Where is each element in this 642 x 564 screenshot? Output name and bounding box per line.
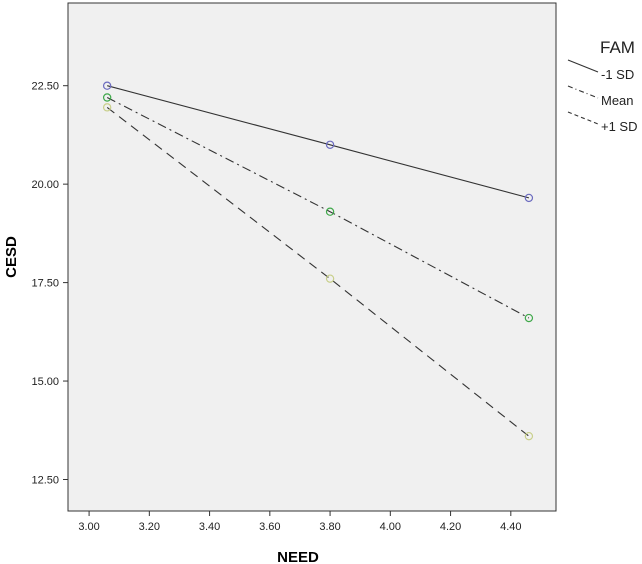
legend-swatch xyxy=(567,59,599,73)
data-point xyxy=(325,140,335,149)
series-markers xyxy=(102,81,534,441)
x-tick-label: 3.80 xyxy=(319,521,340,533)
legend-title: FAM xyxy=(600,38,635,57)
x-tick-label: 3.20 xyxy=(139,521,160,533)
series-line xyxy=(106,97,530,319)
data-point xyxy=(524,431,534,441)
x-tick-label: 4.00 xyxy=(380,521,401,533)
data-point xyxy=(102,93,112,102)
y-tick-label: 12.50 xyxy=(31,474,59,486)
legend-items: -1 SD Mean +1 SD xyxy=(567,59,638,134)
x-tick-label: 3.60 xyxy=(259,521,280,533)
legend: FAM -1 SD Mean +1 SD xyxy=(567,38,638,134)
series-line xyxy=(106,106,530,437)
data-point xyxy=(325,274,335,283)
x-tick-label: 3.40 xyxy=(199,521,220,533)
data-point xyxy=(524,193,534,203)
data-point xyxy=(524,313,534,323)
y-tick-label: 22.50 xyxy=(31,81,59,93)
x-tick-label: 3.00 xyxy=(78,521,99,533)
y-tick-label: 17.50 xyxy=(31,278,59,290)
y-axis-title: CESD xyxy=(3,236,20,278)
series-line xyxy=(107,85,530,199)
series-lines xyxy=(106,85,530,437)
x-tick-label: 4.20 xyxy=(440,521,461,533)
legend-label: +1 SD xyxy=(601,119,638,134)
legend-swatch xyxy=(567,85,599,99)
plot-area xyxy=(67,2,557,512)
y-axis: 12.50 15.00 17.50 20.00 22.50 xyxy=(31,81,68,486)
x-axis: 3.00 3.20 3.40 3.60 3.80 4.00 4.20 4.40 xyxy=(78,511,522,533)
x-tick-label: 4.40 xyxy=(500,521,521,533)
data-point xyxy=(102,103,112,112)
data-point xyxy=(102,81,112,90)
x-axis-title: NEED xyxy=(277,549,319,564)
data-point xyxy=(325,207,335,216)
legend-swatch xyxy=(567,111,599,125)
y-tick-label: 20.00 xyxy=(31,179,59,191)
legend-label: -1 SD xyxy=(601,67,634,82)
y-tick-label: 15.00 xyxy=(31,376,59,388)
legend-label: Mean xyxy=(601,93,634,108)
